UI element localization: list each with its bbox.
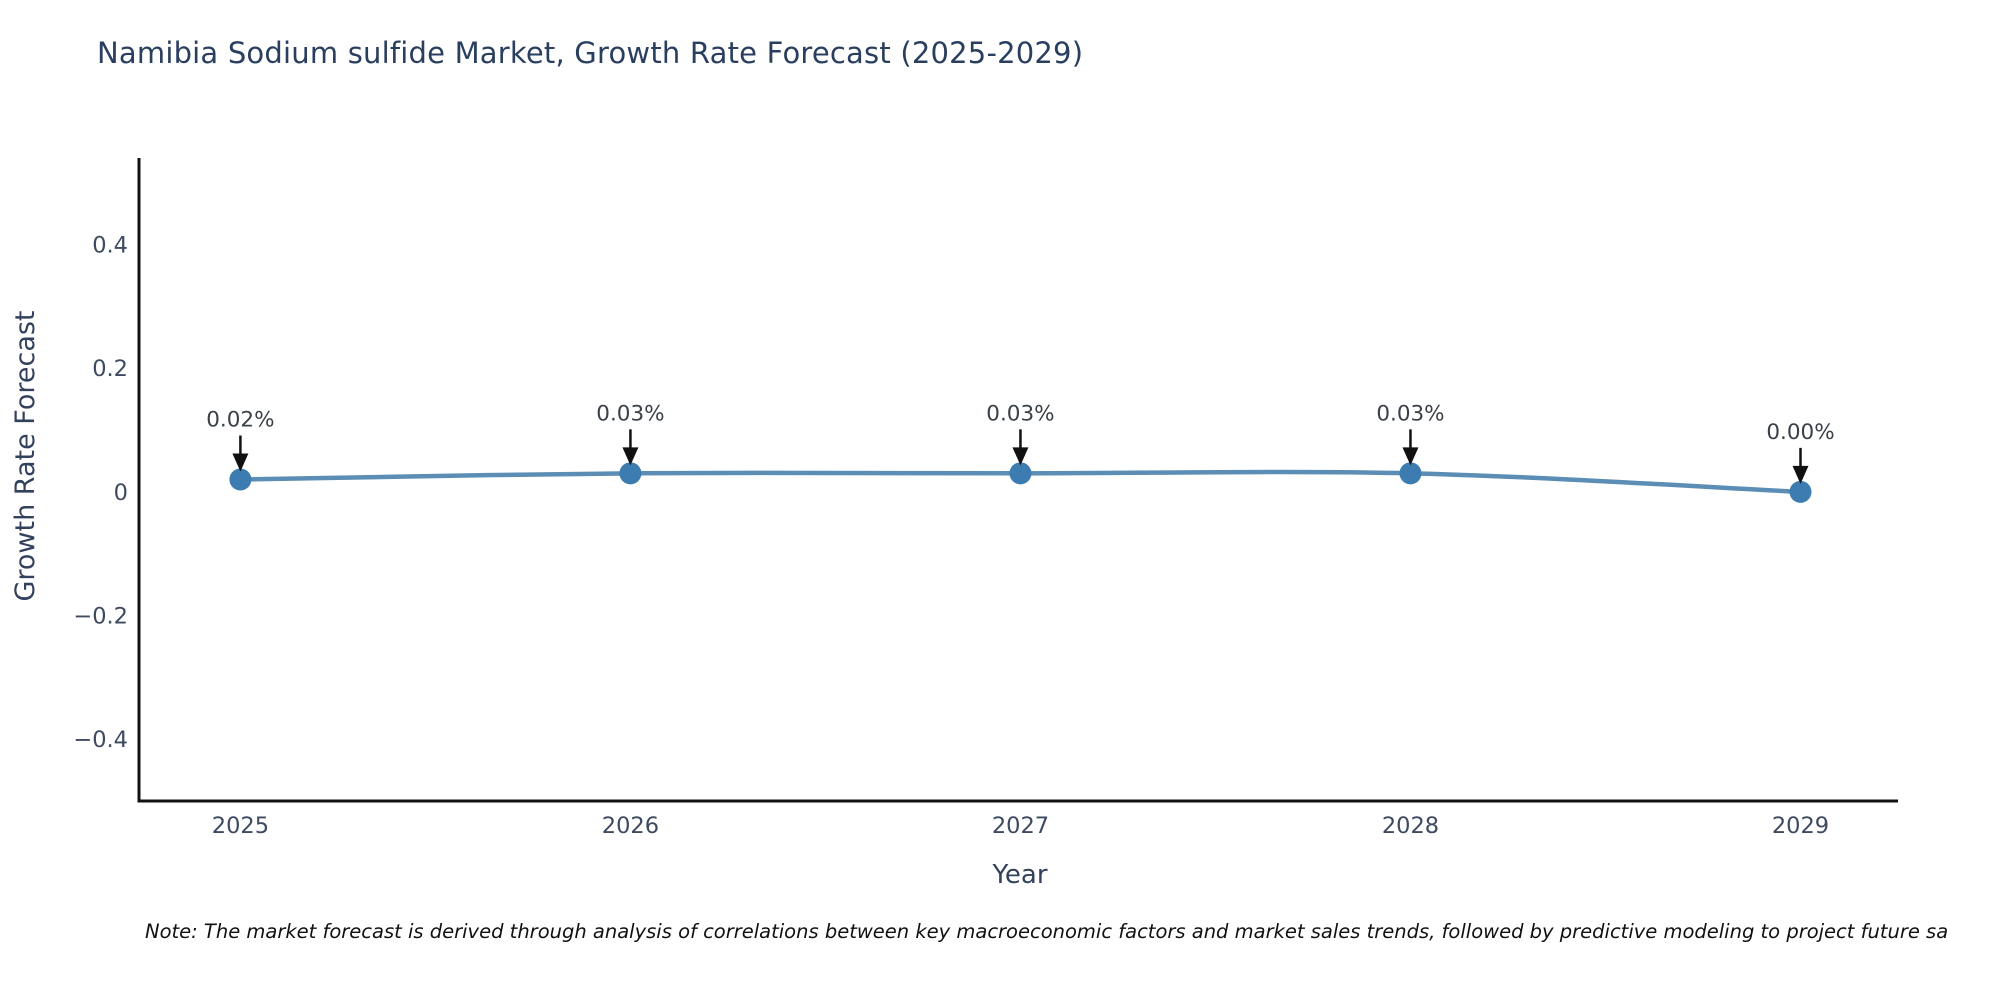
data-point-marker [619, 462, 642, 485]
footnote: Note: The market forecast is derived thr… [145, 920, 1949, 943]
y-tick-label: 0.4 [92, 233, 128, 259]
chart-title: Namibia Sodium sulfide Market, Growth Ra… [97, 36, 1084, 70]
data-point-marker [229, 468, 252, 491]
x-tick-label: 2025 [212, 813, 269, 839]
x-tick-label: 2027 [992, 813, 1049, 839]
data-point-label: 0.00% [1766, 420, 1834, 445]
data-point-marker [1009, 462, 1032, 485]
annotation-arrow-head [1402, 447, 1419, 466]
x-tick-label: 2026 [602, 813, 659, 839]
x-axis-title: Year [992, 860, 1048, 890]
y-tick-label: −0.2 [73, 604, 128, 630]
annotation-arrow-head [1792, 465, 1809, 484]
x-tick-label: 2028 [1382, 813, 1439, 839]
annotation-arrow-head [1012, 447, 1029, 466]
data-point-marker [1399, 462, 1422, 485]
data-point-label: 0.03% [1376, 401, 1444, 426]
annotation-arrow-head [232, 453, 249, 472]
y-tick-label: 0 [114, 480, 128, 506]
annotation-arrow-head [622, 447, 639, 466]
data-point-label: 0.03% [596, 401, 664, 426]
y-tick-label: 0.2 [92, 356, 128, 382]
data-point-label: 0.03% [986, 401, 1054, 426]
data-point-marker [1789, 480, 1812, 503]
x-tick-label: 2029 [1772, 813, 1829, 839]
y-tick-label: −0.4 [73, 727, 128, 753]
data-point-label: 0.02% [206, 408, 274, 433]
